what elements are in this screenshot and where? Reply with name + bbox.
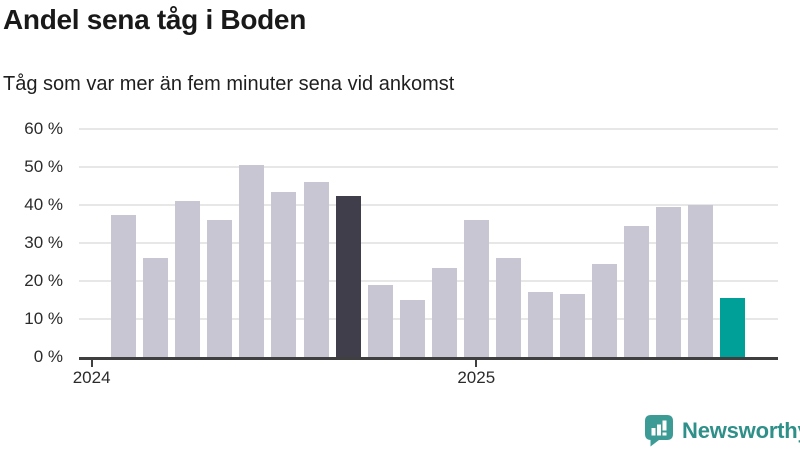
x-tick-label: 2025: [457, 368, 496, 387]
x-tick: [90, 360, 93, 367]
bar-chart-speech-bubble-icon: [645, 415, 673, 447]
bar: [175, 201, 201, 357]
bar: [720, 298, 746, 357]
chart-subtitle: Tåg som var mer än fem minuter sena vid …: [3, 73, 455, 95]
gridline-50: [79, 166, 778, 168]
newsworthy-logo[interactable]: Newsworthy: [644, 413, 800, 448]
bar: [463, 220, 489, 357]
y-tick-label: 50 %: [24, 157, 63, 176]
y-tick-label: 60 %: [24, 119, 63, 138]
bar: [271, 191, 297, 357]
x-tick: [475, 360, 478, 367]
bar: [239, 165, 265, 357]
bar: [207, 220, 233, 357]
bar: [527, 292, 553, 357]
bar: [559, 294, 585, 357]
bar: [367, 284, 393, 357]
y-tick-label: 30 %: [24, 233, 63, 252]
gridline-30: [79, 242, 778, 244]
y-tick-label: 40 %: [24, 195, 63, 214]
gridline-10: [79, 318, 778, 320]
x-axis-line: [79, 357, 778, 360]
y-tick-label: 10 %: [24, 309, 63, 328]
y-tick-label: 0 %: [33, 347, 63, 366]
bar: [431, 267, 457, 357]
gridline-20: [79, 280, 778, 282]
bar: [143, 258, 169, 357]
y-tick-label: 20 %: [24, 271, 63, 290]
bar: [335, 195, 361, 357]
gridline-60: [79, 128, 778, 130]
bar: [399, 300, 425, 357]
bar: [111, 214, 137, 357]
chart-title: Andel sena tåg i Boden: [3, 4, 306, 35]
bar: [303, 182, 329, 357]
bar: [591, 263, 617, 357]
bar: [688, 205, 714, 357]
bar: [624, 225, 649, 357]
bar: [656, 206, 682, 357]
bar: [495, 258, 521, 357]
gridline-40: [79, 204, 778, 206]
x-tick-label: 2024: [72, 368, 111, 387]
newsworthy-logo-text: Newsworthy: [682, 417, 800, 443]
